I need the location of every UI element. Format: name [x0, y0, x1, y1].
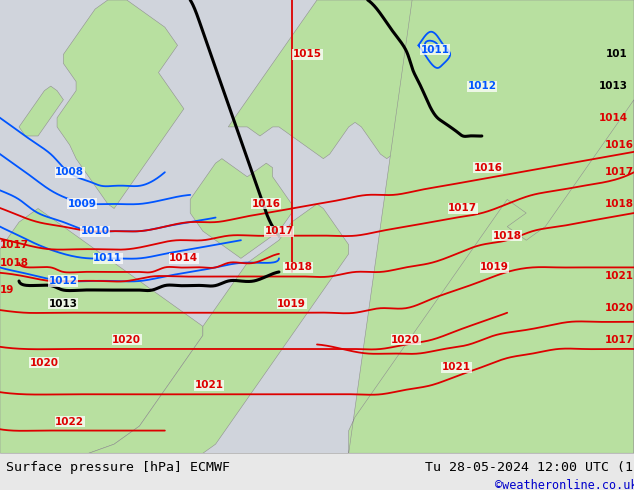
Text: 1020: 1020: [30, 358, 59, 368]
Text: 1015: 1015: [293, 49, 322, 59]
Text: 1018: 1018: [0, 258, 29, 268]
Text: 1017: 1017: [0, 240, 29, 250]
Text: 1017: 1017: [605, 335, 634, 345]
Text: 1016: 1016: [605, 140, 634, 150]
Text: 1012: 1012: [467, 81, 496, 91]
Text: 1018: 1018: [283, 263, 313, 272]
Polygon shape: [89, 204, 349, 453]
Polygon shape: [349, 0, 634, 453]
Text: 1021: 1021: [195, 380, 224, 390]
Text: 19: 19: [0, 285, 15, 295]
Text: 1017: 1017: [264, 226, 294, 236]
Text: 1021: 1021: [605, 271, 634, 281]
Polygon shape: [228, 0, 476, 159]
Text: 1014: 1014: [169, 253, 198, 263]
Polygon shape: [19, 86, 63, 136]
Text: ©weatheronline.co.uk: ©weatheronline.co.uk: [495, 479, 634, 490]
Text: 1020: 1020: [112, 335, 141, 345]
Text: 1011: 1011: [93, 253, 122, 263]
Text: 1018: 1018: [605, 199, 634, 209]
Polygon shape: [0, 209, 203, 453]
Polygon shape: [190, 159, 292, 258]
Text: 1019: 1019: [277, 299, 306, 309]
Text: 1020: 1020: [605, 303, 634, 313]
Text: 1013: 1013: [598, 81, 628, 91]
Text: 1014: 1014: [598, 113, 628, 123]
Text: 1019: 1019: [480, 263, 509, 272]
Text: 1020: 1020: [391, 335, 420, 345]
Text: 101: 101: [606, 49, 628, 59]
Text: 1016: 1016: [474, 163, 503, 172]
Text: Tu 28-05-2024 12:00 UTC (12+48): Tu 28-05-2024 12:00 UTC (12+48): [425, 461, 634, 474]
Text: 1017: 1017: [448, 203, 477, 214]
Text: 1008: 1008: [55, 167, 84, 177]
Text: 1013: 1013: [49, 299, 78, 309]
Text: 1016: 1016: [252, 199, 281, 209]
Polygon shape: [57, 0, 184, 209]
Text: 1021: 1021: [442, 362, 471, 372]
Polygon shape: [0, 0, 634, 453]
Text: 1012: 1012: [49, 276, 78, 286]
Text: 1010: 1010: [81, 226, 110, 236]
Text: 1018: 1018: [493, 231, 522, 241]
Text: 1022: 1022: [55, 416, 84, 426]
Text: 1009: 1009: [68, 199, 97, 209]
Text: 1017: 1017: [605, 167, 634, 177]
Text: Surface pressure [hPa] ECMWF: Surface pressure [hPa] ECMWF: [6, 461, 230, 474]
Text: 1011: 1011: [420, 45, 450, 55]
